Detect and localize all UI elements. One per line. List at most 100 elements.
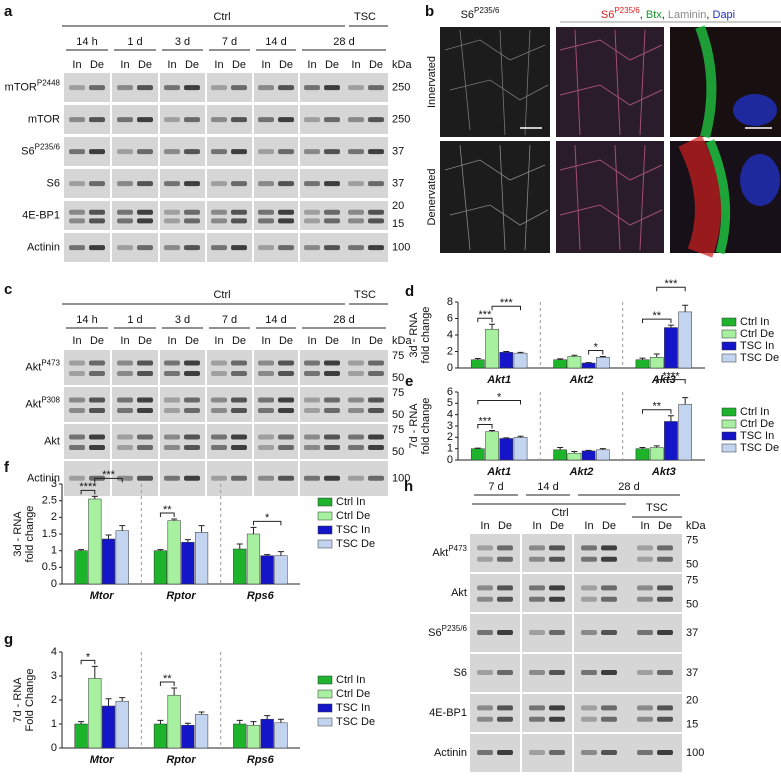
significance-label: *** xyxy=(500,297,514,309)
blot-band xyxy=(324,445,340,450)
column-header-part: P235/6 xyxy=(614,6,640,15)
row-label-part: P235/6 xyxy=(35,142,61,151)
blot-band xyxy=(497,545,513,551)
blot-band xyxy=(278,397,294,403)
blot-band xyxy=(231,434,247,440)
blot-band xyxy=(601,585,617,591)
blot-band xyxy=(89,445,105,450)
blot-band xyxy=(258,397,274,403)
blot-image xyxy=(522,534,572,572)
bar xyxy=(581,362,596,369)
blot-image xyxy=(574,574,682,612)
blot-image xyxy=(112,424,158,459)
blot-band xyxy=(637,749,653,755)
blot-band xyxy=(231,360,247,366)
bar xyxy=(246,724,261,749)
blot-band xyxy=(89,434,105,440)
blot-band xyxy=(137,209,153,215)
blot-band xyxy=(164,475,180,481)
blot-band xyxy=(278,181,294,187)
blot-band xyxy=(304,397,320,403)
x-tick-label: Akt1 xyxy=(486,466,511,478)
blot-band xyxy=(117,475,133,481)
legend-swatch xyxy=(721,329,737,339)
timepoint-label: 1 d xyxy=(127,36,142,48)
blot-band xyxy=(164,360,180,366)
bar xyxy=(274,555,288,585)
blot-band xyxy=(601,556,617,562)
error-bar xyxy=(250,721,257,726)
y-tick-label: 3 xyxy=(447,420,453,432)
x-tick-label: Akt3 xyxy=(651,466,676,478)
panel-label: f xyxy=(4,459,10,476)
blot-band xyxy=(581,629,597,635)
kda-label: 20 xyxy=(686,695,698,707)
bar xyxy=(88,498,102,585)
kda-label: 50 xyxy=(686,598,698,610)
blot-band xyxy=(324,434,340,440)
blot-band xyxy=(477,749,493,755)
bar xyxy=(499,438,514,461)
blot-band xyxy=(89,245,105,251)
significance-bracket xyxy=(641,409,672,414)
blot-band xyxy=(477,585,493,591)
blot-band xyxy=(211,85,227,91)
kda-label: 37 xyxy=(686,667,698,679)
blot-band xyxy=(137,445,153,450)
blot-band xyxy=(348,117,364,123)
legend-label: TSC In xyxy=(740,430,774,442)
lane-label: In xyxy=(584,520,593,532)
micrograph xyxy=(556,27,664,137)
lane-label: In xyxy=(532,520,541,532)
y-axis-title: 3d - RNA xyxy=(408,312,420,358)
y-tick-label: 0 xyxy=(447,454,453,466)
blot-band xyxy=(258,434,274,440)
y-tick-label: 4 xyxy=(447,329,453,341)
bar xyxy=(246,533,261,585)
blot-image xyxy=(300,350,388,385)
bar xyxy=(567,356,582,369)
column-header-part: , xyxy=(662,9,668,21)
row-label-part: P2448 xyxy=(37,78,61,87)
x-tick-label: Mtor xyxy=(90,590,115,602)
y-tick-label: 0.5 xyxy=(42,561,57,573)
timepoint-label: 7 d xyxy=(488,481,503,493)
timepoint-label: 7 d xyxy=(222,36,237,48)
lane-label: De xyxy=(138,335,152,347)
blot-band xyxy=(497,596,513,602)
blot-band xyxy=(231,218,247,224)
significance-label: ** xyxy=(163,504,172,516)
blot-band xyxy=(117,245,133,251)
blot-image xyxy=(64,201,110,230)
kda-label: 100 xyxy=(392,241,410,253)
kda-label: 20 xyxy=(392,200,404,212)
row-label-part: S6 xyxy=(21,145,34,157)
significance-label: *** xyxy=(665,278,679,290)
error-bar xyxy=(78,721,85,724)
y-tick-label: 0 xyxy=(51,742,57,754)
row-label-part: P308 xyxy=(41,395,60,404)
blot-band xyxy=(278,360,294,366)
panel-label: g xyxy=(4,631,13,648)
blot-band xyxy=(231,475,247,481)
bar xyxy=(115,530,129,585)
error-bar xyxy=(682,304,689,312)
blot-band xyxy=(231,149,247,155)
blot-band xyxy=(258,218,274,224)
blot-band xyxy=(657,545,673,551)
error-bar xyxy=(585,449,592,451)
timepoint-label: 14 h xyxy=(76,36,97,48)
blot-band xyxy=(184,434,200,440)
row-label: Actinin xyxy=(434,747,467,759)
blot-band xyxy=(258,149,274,155)
y-axis-title: 7d - RNA xyxy=(12,677,24,723)
y-tick-label: 2 xyxy=(51,694,57,706)
significance-bracket xyxy=(641,318,672,324)
blot-band xyxy=(137,397,153,403)
blot-band xyxy=(348,397,364,403)
blot-band xyxy=(89,371,105,376)
blot-band xyxy=(69,181,85,187)
lane-label: In xyxy=(351,59,360,71)
bar xyxy=(470,448,485,461)
lane-label: In xyxy=(480,520,489,532)
